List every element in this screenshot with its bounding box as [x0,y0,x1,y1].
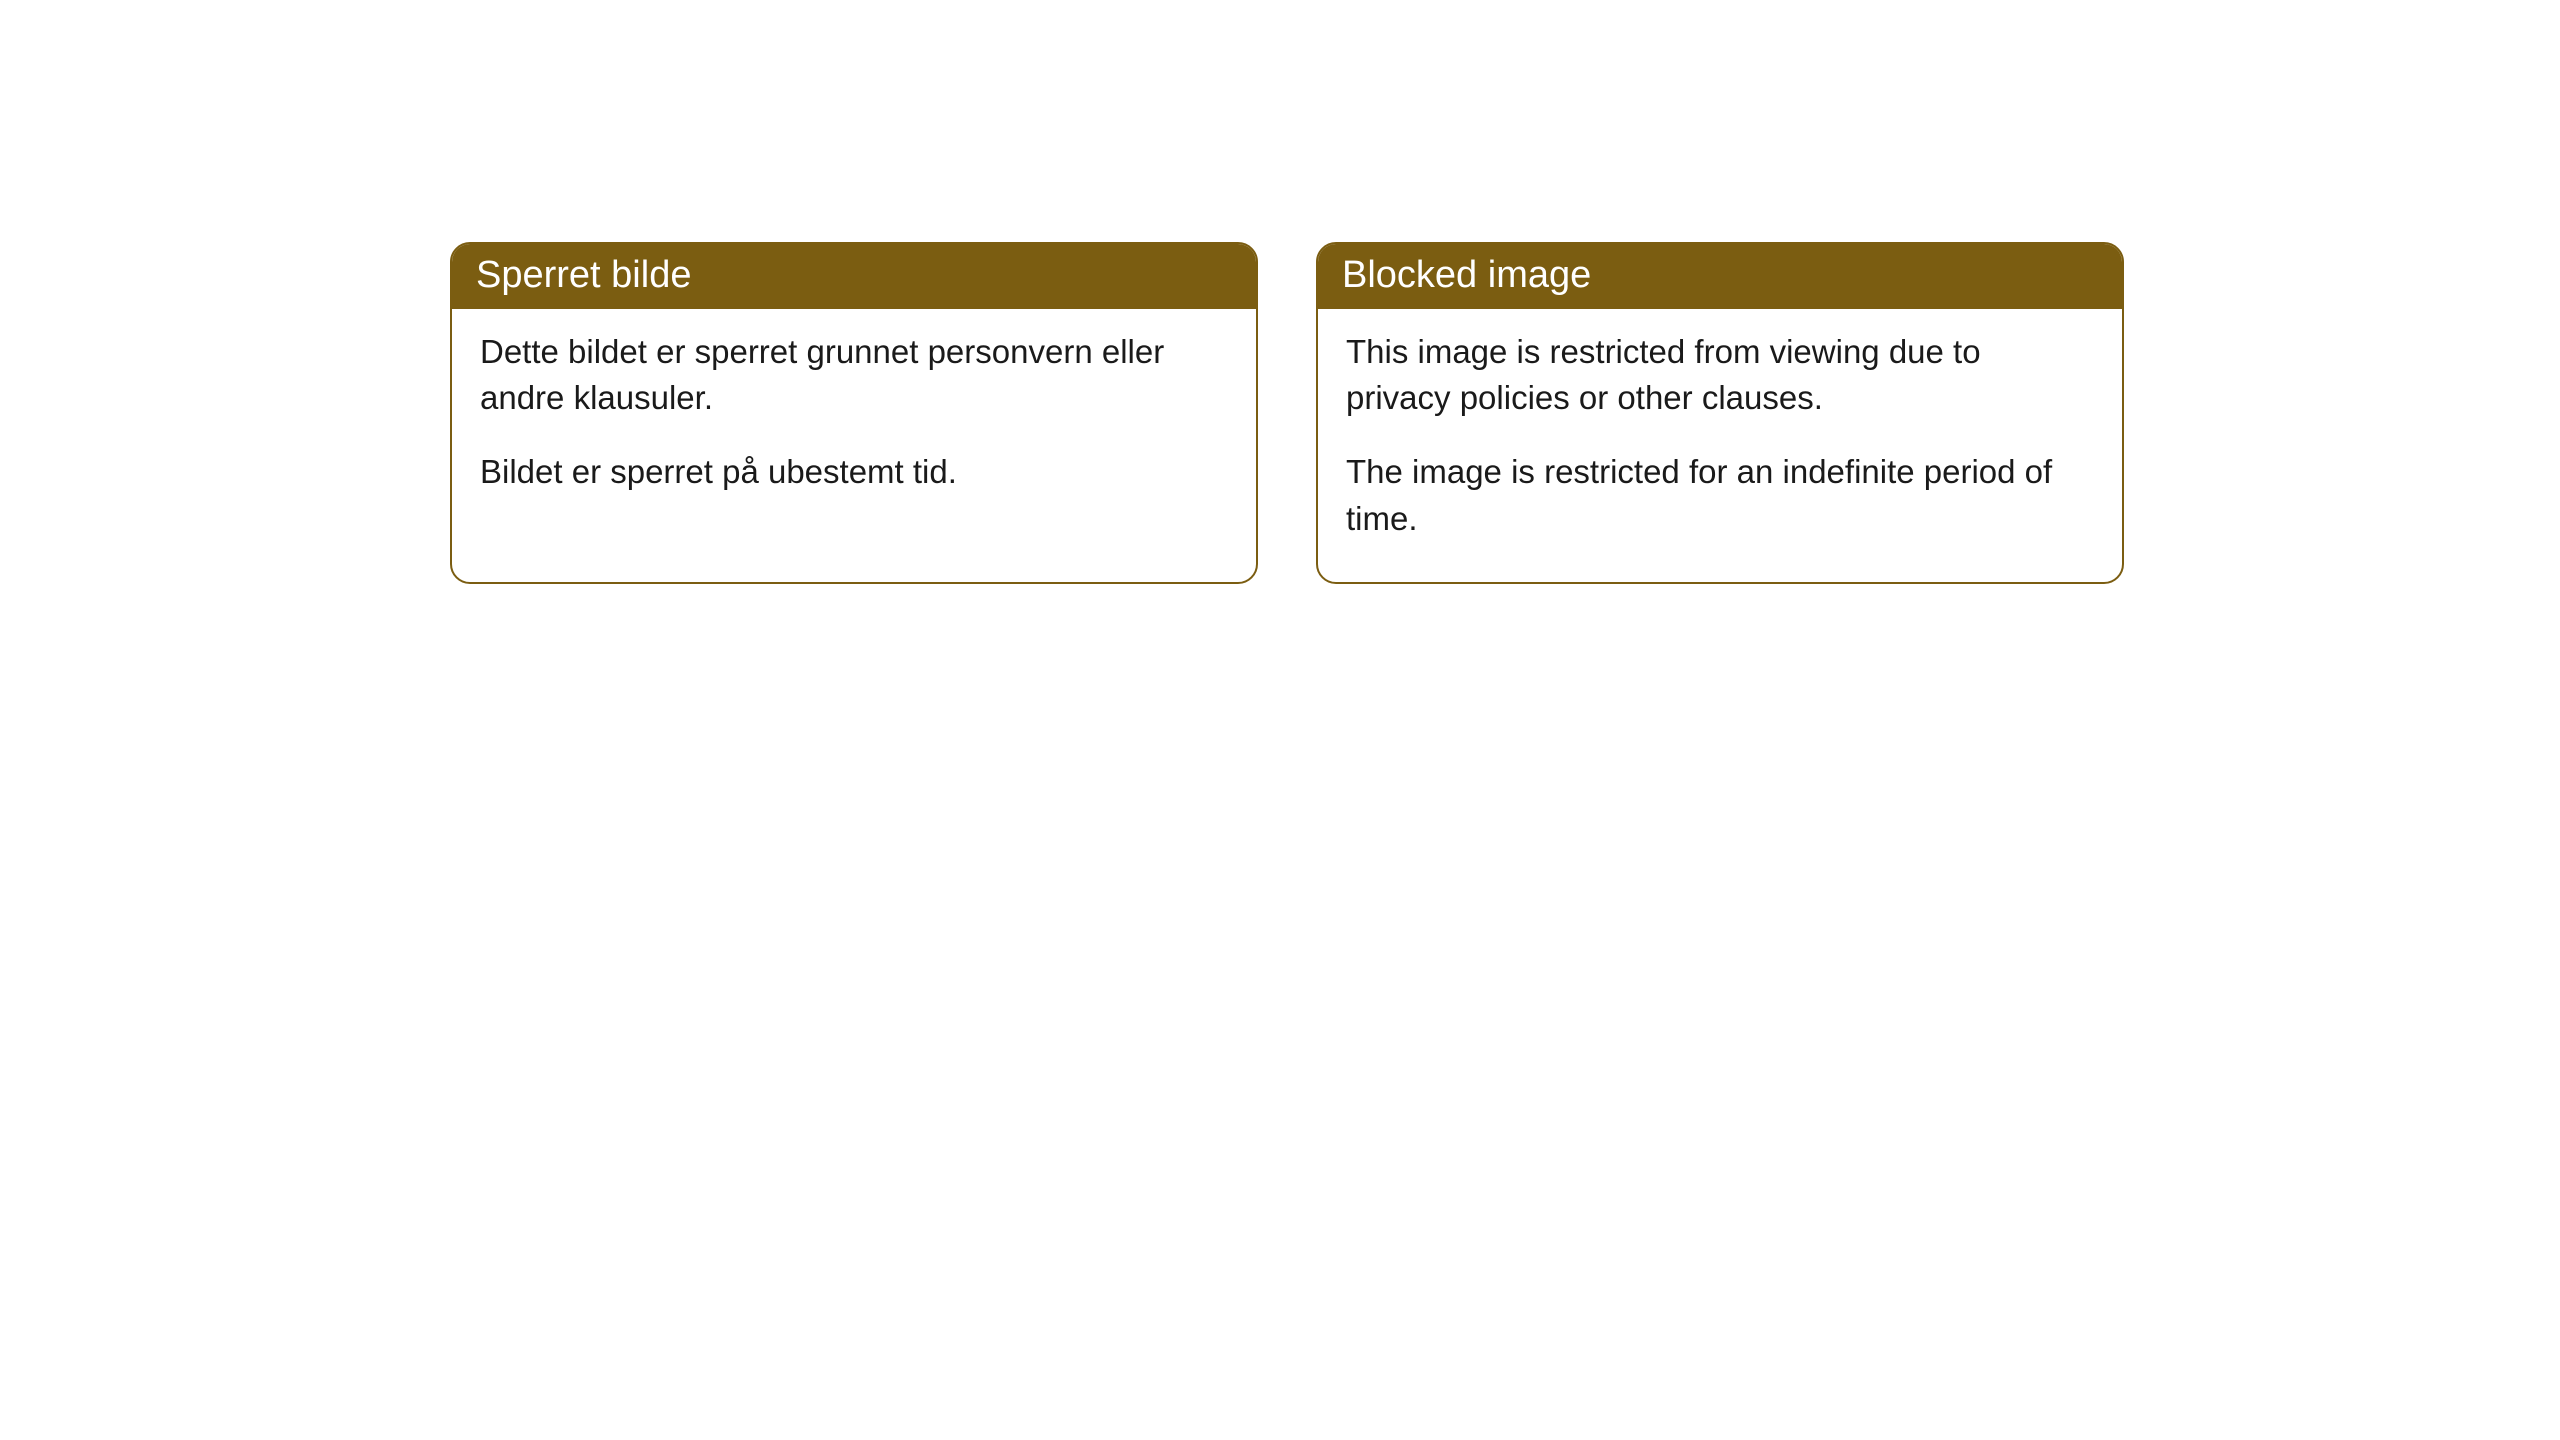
card-header-norwegian: Sperret bilde [452,244,1256,309]
cards-container: Sperret bilde Dette bildet er sperret gr… [450,242,2560,584]
card-para1-norwegian: Dette bildet er sperret grunnet personve… [480,329,1228,421]
card-para2-english: The image is restricted for an indefinit… [1346,449,2094,541]
card-body-english: This image is restricted from viewing du… [1318,309,2122,582]
card-english: Blocked image This image is restricted f… [1316,242,2124,584]
card-body-norwegian: Dette bildet er sperret grunnet personve… [452,309,1256,536]
card-header-english: Blocked image [1318,244,2122,309]
card-para2-norwegian: Bildet er sperret på ubestemt tid. [480,449,1228,495]
card-norwegian: Sperret bilde Dette bildet er sperret gr… [450,242,1258,584]
card-para1-english: This image is restricted from viewing du… [1346,329,2094,421]
